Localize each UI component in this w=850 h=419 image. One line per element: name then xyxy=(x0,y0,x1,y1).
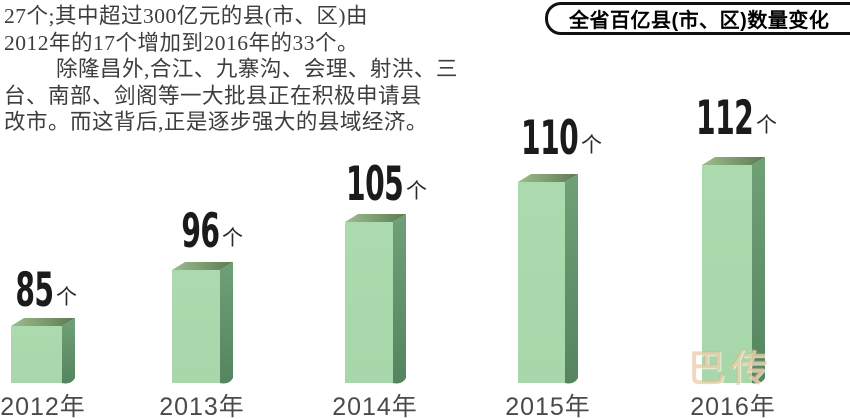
bar-front-face xyxy=(702,165,752,383)
bar-top-face xyxy=(172,262,233,270)
bar-side-face xyxy=(565,174,578,384)
bar-front-face xyxy=(345,222,393,383)
bar-front-face xyxy=(11,326,62,383)
value-unit: 个 xyxy=(756,113,777,137)
intro-line-2: 2012年的17个增加到2016年的33个。 xyxy=(4,30,360,55)
intro-line-5: 改市。而这背后,正是逐步强大的县域经济。 xyxy=(4,110,428,134)
year-label-2015: 2015年 xyxy=(505,393,591,419)
bar-side-face xyxy=(752,157,765,384)
year-label-2012: 2012年 xyxy=(0,393,86,419)
bar-2013年 xyxy=(172,262,233,384)
year-label-2016: 2016年 xyxy=(690,393,776,419)
value-number: 110 xyxy=(520,111,579,166)
chart-title-banner: 全省百亿县(市、区)数量变化 xyxy=(545,2,850,35)
bar-top-face xyxy=(702,157,765,165)
value-unit: 个 xyxy=(581,133,602,157)
bar-front-face xyxy=(518,182,565,383)
bar-top-face xyxy=(345,214,406,222)
value-label-2016: 112 个 xyxy=(658,91,777,146)
value-unit: 个 xyxy=(406,179,427,203)
value-number: 105 xyxy=(345,157,404,212)
value-number: 112 xyxy=(695,91,754,146)
value-number: 85 xyxy=(14,263,54,318)
bar-side-face xyxy=(393,214,406,384)
value-label-2014: 105 个 xyxy=(308,157,427,212)
intro-line-3: 除隆昌外,合江、九寨沟、会理、射洪、三 xyxy=(56,57,458,81)
bar-2016年 xyxy=(702,157,765,384)
year-label-2013: 2013年 xyxy=(159,393,245,419)
year-label-2014: 2014年 xyxy=(332,393,418,419)
bar-top-face xyxy=(11,318,75,326)
value-number: 96 xyxy=(180,204,220,259)
intro-line-1: 27个;其中超过300亿元的县(市、区)由 xyxy=(4,4,369,28)
intro-paragraph: 27个;其中超过300亿元的县(市、区)由 2012年的17个增加到2016年的… xyxy=(4,3,472,136)
bar-side-face xyxy=(62,318,75,384)
bar-2012年 xyxy=(11,318,75,384)
value-unit: 个 xyxy=(222,226,243,250)
value-unit: 个 xyxy=(56,285,77,309)
intro-line-4: 台、南部、剑阁等一大批县正在积极申请县 xyxy=(4,83,423,108)
value-label-2012: 85 个 xyxy=(0,263,77,318)
value-label-2013: 96 个 xyxy=(156,204,243,259)
bar-front-face xyxy=(172,270,220,383)
bar-2014年 xyxy=(345,214,406,384)
chart-title: 全省百亿县(市、区)数量变化 xyxy=(569,10,830,32)
bar-side-face xyxy=(220,262,233,384)
bar-2015年 xyxy=(518,174,578,384)
bar-top-face xyxy=(518,174,578,182)
value-label-2015: 110 个 xyxy=(483,111,602,166)
